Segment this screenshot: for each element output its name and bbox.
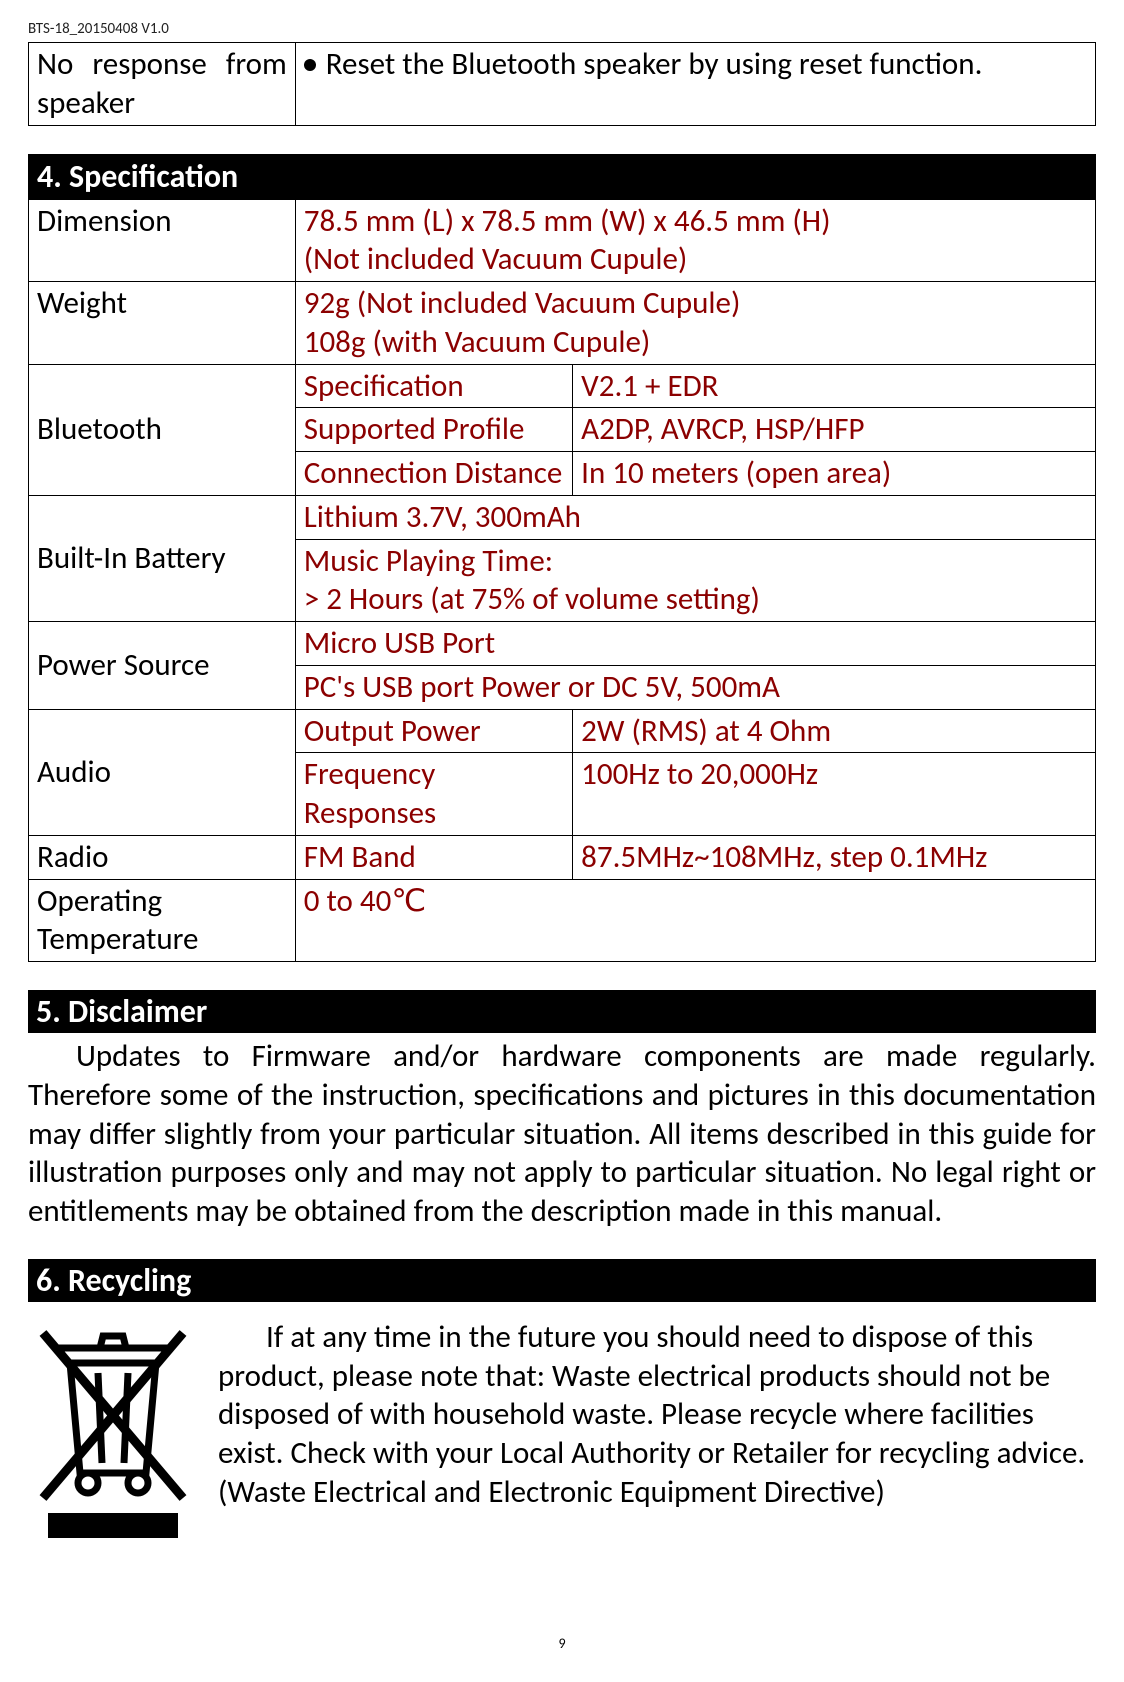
spec-batt-v2: Music Playing Time:	[304, 542, 553, 580]
spec-bt-conn-l: Connection Distance	[295, 452, 572, 496]
spec-bt-spec-l: Specification	[295, 364, 572, 408]
spec-bt-prof-l: Supported Profile	[295, 408, 572, 452]
spec-optemp-v: 0 to 40℃	[295, 879, 1095, 962]
troubleshoot-fix-text: Reset the Bluetooth speaker by using res…	[326, 45, 1087, 84]
spec-weight-value: 92g (Not included Vacuum Cupule) 108g (w…	[295, 282, 1095, 365]
spec-power-v1: Micro USB Port	[295, 622, 1095, 666]
recycling-body: If at any time in the future you should …	[218, 1318, 1096, 1512]
spec-table: 4. Specification Dimension 78.5 mm (L) x…	[28, 154, 1096, 963]
spec-batt-v3: > 2 Hours (at 75% of volume setting)	[304, 580, 760, 618]
spec-optemp-label: Operating Temperature	[29, 879, 296, 962]
spec-batt-v1: Lithium 3.7V, 300mAh	[295, 495, 1095, 539]
troubleshoot-table: No response from speaker Reset the Bluet…	[28, 42, 1096, 126]
spec-radio-label: Radio	[29, 835, 296, 879]
troubleshoot-issue: No response from speaker	[29, 43, 296, 126]
spec-dimension-v1: 78.5 mm (L) x 78.5 mm (W) x 46.5 mm (H)	[304, 202, 831, 240]
spec-dimension-v2: (Not included Vacuum Cupule)	[304, 240, 688, 278]
section-header-recycling: 6. Recycling	[28, 1259, 1096, 1302]
spec-dimension-value: 78.5 mm (L) x 78.5 mm (W) x 46.5 mm (H) …	[295, 199, 1095, 282]
spec-batt-v23: Music Playing Time: > 2 Hours (at 75% of…	[295, 539, 1095, 622]
disclaimer-body: Updates to Firmware and/or hardware comp…	[28, 1037, 1096, 1231]
spec-batt-label: Built-In Battery	[29, 495, 296, 621]
spec-audio-out-l: Output Power	[295, 709, 572, 753]
spec-power-v2: PC's USB port Power or DC 5V, 500mA	[295, 665, 1095, 709]
spec-bt-conn-v: In 10 meters (open area)	[573, 452, 1096, 496]
troubleshoot-fix: Reset the Bluetooth speaker by using res…	[295, 43, 1095, 126]
spec-audio-freq-v: 100Hz to 20,000Hz	[573, 753, 1096, 836]
spec-radio-l: FM Band	[295, 835, 572, 879]
spec-weight-label: Weight	[29, 282, 296, 365]
recycling-text-content: If at any time in the future you should …	[218, 1318, 1085, 1511]
spec-power-label: Power Source	[29, 622, 296, 710]
section-header-disclaimer: 5. Disclaimer	[28, 990, 1096, 1033]
section-header-spec: 4. Specification	[29, 154, 1096, 199]
doc-id-header: BTS-18_20150408 V1.0	[28, 20, 1096, 38]
spec-dimension-label: Dimension	[29, 199, 296, 282]
weee-icon	[28, 1318, 198, 1543]
bullet-icon	[304, 59, 316, 71]
spec-audio-freq-l: Frequency Responses	[295, 753, 572, 836]
spec-audio-label: Audio	[29, 709, 296, 835]
page-number: 9	[28, 1635, 1096, 1652]
spec-weight-v1: 92g (Not included Vacuum Cupule)	[304, 284, 741, 322]
spec-bt-label: Bluetooth	[29, 364, 296, 495]
spec-radio-v: 87.5MHz~108MHz, step 0.1MHz	[573, 835, 1096, 879]
spec-audio-out-v: 2W (RMS) at 4 Ohm	[573, 709, 1096, 753]
spec-bt-prof-v: A2DP, AVRCP, HSP/HFP	[573, 408, 1096, 452]
spec-bt-spec-v: V2.1 + EDR	[573, 364, 1096, 408]
spec-weight-v2: 108g (with Vacuum Cupule)	[304, 323, 651, 361]
